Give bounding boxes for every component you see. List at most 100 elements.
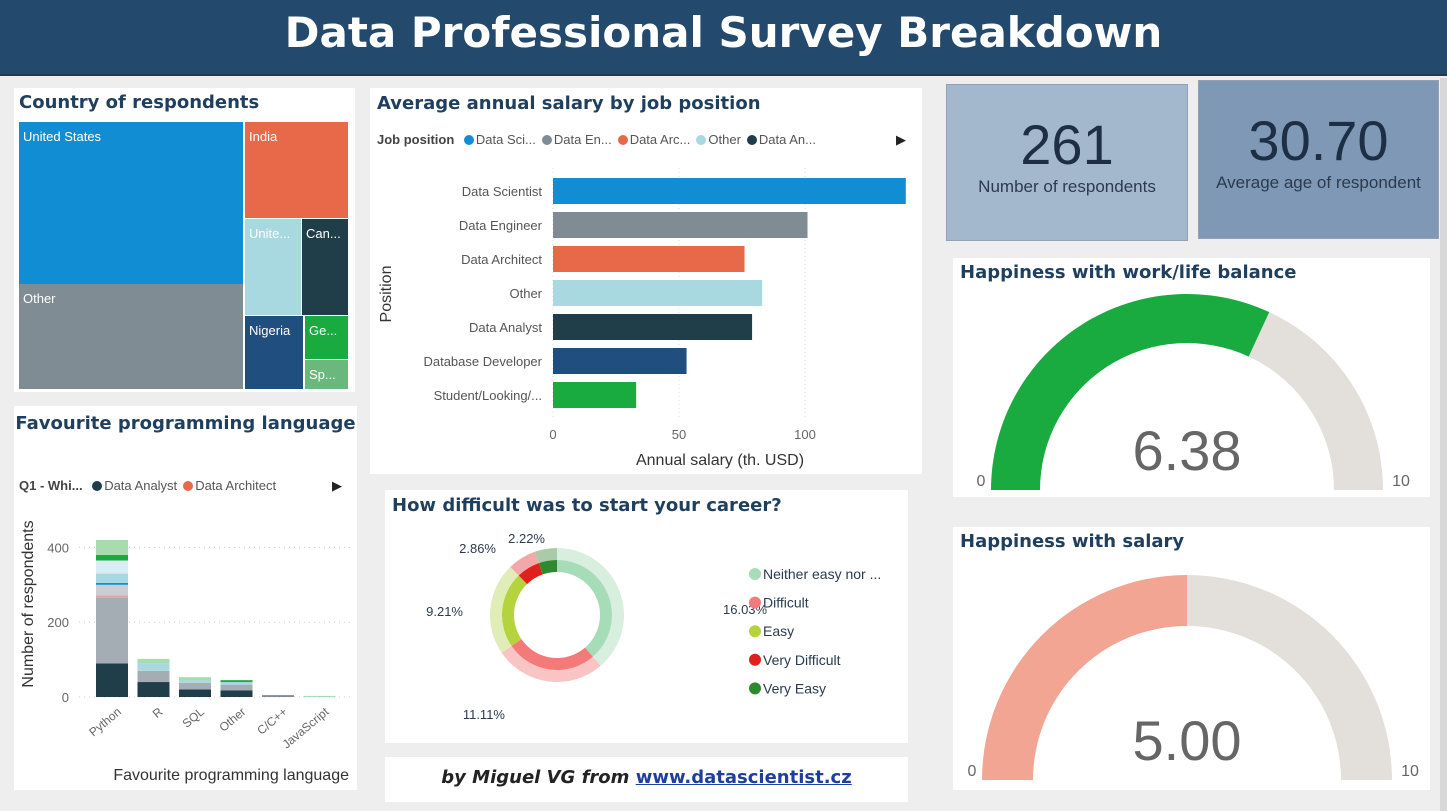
dashboard-header: Data Professional Survey Breakdown bbox=[0, 0, 1447, 76]
bar[interactable] bbox=[553, 382, 637, 408]
difficulty-chart-title: How difficult was to start your career? bbox=[392, 495, 782, 516]
donut-slice[interactable] bbox=[557, 560, 612, 657]
bar-segment[interactable] bbox=[96, 539, 128, 555]
author-footer: by Miguel VG from www.datascientist.cz bbox=[385, 757, 908, 802]
y-tick-label: Data Scientist bbox=[462, 184, 543, 199]
bar-segment[interactable] bbox=[96, 554, 128, 561]
language-legend: Q1 - Whi... Data Analyst Data Architect bbox=[19, 478, 276, 493]
legend-item[interactable]: Data Arc... bbox=[612, 132, 690, 147]
bar[interactable] bbox=[553, 280, 763, 306]
gauge-value-arc bbox=[991, 294, 1270, 490]
bar-segment[interactable] bbox=[96, 595, 128, 598]
bar-segment[interactable] bbox=[137, 682, 170, 697]
legend-label[interactable]: Very Difficult bbox=[763, 652, 841, 668]
donut-outer-slice[interactable] bbox=[490, 566, 519, 653]
donut-outer-slice[interactable] bbox=[534, 548, 557, 564]
bar-segment[interactable] bbox=[220, 682, 253, 685]
legend-label: Data Architect bbox=[195, 478, 277, 493]
bar-segment[interactable] bbox=[179, 680, 211, 683]
scrollbar[interactable] bbox=[1440, 78, 1447, 811]
legend-item[interactable]: Data Analyst bbox=[86, 478, 177, 493]
footer-prefix: by Miguel VG from bbox=[441, 767, 636, 788]
bar-segment[interactable] bbox=[96, 560, 128, 574]
kpi-label: Number of respondents bbox=[978, 177, 1156, 196]
legend-item[interactable]: Data Sci... bbox=[458, 132, 536, 147]
bar[interactable] bbox=[553, 314, 753, 340]
donut-slice[interactable] bbox=[538, 560, 557, 575]
legend-dot-icon bbox=[746, 135, 757, 145]
bar-segment[interactable] bbox=[96, 573, 128, 583]
treemap-cell[interactable]: Ge... bbox=[305, 316, 348, 359]
bar-segment[interactable] bbox=[262, 695, 294, 697]
salary-bar-chart: 0 50 100 Data Scientist Data Engineer Data Ar… bbox=[378, 168, 906, 469]
legend-item[interactable]: Other bbox=[690, 132, 741, 147]
page-title: Data Professional Survey Breakdown bbox=[284, 8, 1163, 57]
bar[interactable] bbox=[553, 178, 906, 204]
legend-item[interactable]: Data Architect bbox=[177, 478, 276, 493]
treemap-cell[interactable]: Sp... bbox=[305, 360, 348, 389]
y-tick-label: Database Developer bbox=[423, 354, 542, 369]
bar-segment[interactable] bbox=[96, 597, 128, 664]
treemap-cell[interactable]: Unite... bbox=[245, 219, 301, 315]
bar[interactable] bbox=[553, 348, 687, 374]
legend-item[interactable]: Data En... bbox=[536, 132, 612, 147]
x-tick-label: 0 bbox=[549, 427, 556, 442]
bar[interactable] bbox=[553, 246, 745, 272]
x-tick-label: 100 bbox=[794, 427, 816, 442]
treemap-cell[interactable]: United States bbox=[19, 122, 243, 284]
x-axis-title: Annual salary (th. USD) bbox=[636, 452, 804, 469]
website-link[interactable]: www.datascientist.cz bbox=[635, 767, 852, 788]
legend-label[interactable]: Neither easy nor ... bbox=[763, 566, 881, 582]
treemap-cell[interactable]: India bbox=[245, 122, 348, 218]
legend-dot-icon bbox=[749, 625, 761, 638]
bar-segment[interactable] bbox=[179, 677, 211, 681]
donut-slice[interactable] bbox=[518, 563, 543, 585]
legend-next-icon[interactable]: ▶ bbox=[332, 478, 342, 493]
data-label: 2.86% bbox=[459, 541, 496, 556]
bar-segment[interactable] bbox=[96, 584, 128, 596]
x-tick-label: Python bbox=[86, 705, 124, 740]
donut-outer-slice[interactable] bbox=[557, 548, 624, 666]
bar-segment[interactable] bbox=[220, 690, 253, 697]
donut-outer-slice[interactable] bbox=[510, 551, 539, 576]
bar-segment[interactable] bbox=[137, 663, 170, 671]
bar-segment[interactable] bbox=[220, 680, 253, 683]
legend-title: Job position bbox=[377, 132, 455, 147]
donut-outer-slice[interactable] bbox=[501, 645, 601, 682]
treemap-cell[interactable]: Nigeria bbox=[245, 316, 303, 389]
kpi-value: 261 bbox=[1020, 113, 1114, 176]
kpi-card-respondents: 261 Number of respondents bbox=[946, 84, 1188, 241]
bar-segment[interactable] bbox=[303, 695, 336, 697]
legend-label[interactable]: Easy bbox=[763, 623, 794, 639]
treemap-cell[interactable]: Can... bbox=[302, 219, 348, 315]
gauge-max: 10 bbox=[1401, 763, 1419, 780]
legend-dot-icon bbox=[183, 481, 194, 491]
y-tick-label: 0 bbox=[62, 690, 69, 705]
bar-segment[interactable] bbox=[179, 682, 211, 690]
bar-segment[interactable] bbox=[137, 670, 170, 683]
gauge-title: Happiness with work/life balance bbox=[960, 262, 1297, 283]
difficulty-chart-panel: How difficult was to start your career? … bbox=[385, 490, 908, 743]
salary-legend: Job position Data Sci... Data En... Data A… bbox=[377, 132, 816, 147]
legend-item[interactable]: Data An... bbox=[741, 132, 816, 147]
legend-next-icon[interactable]: ▶ bbox=[896, 132, 906, 147]
language-chart-panel: Favourite programming language Q1 - Whi.… bbox=[14, 406, 357, 790]
gauge-value-arc bbox=[982, 575, 1187, 780]
bar-segment[interactable] bbox=[137, 658, 170, 664]
kpi-card-average-age: 30.70 Average age of respondent bbox=[1198, 80, 1439, 239]
bar-segment[interactable] bbox=[96, 582, 128, 585]
bar-segment[interactable] bbox=[220, 684, 253, 691]
legend-label[interactable]: Very Easy bbox=[763, 680, 826, 696]
treemap-cell[interactable]: Other bbox=[19, 284, 243, 389]
donut-slice[interactable] bbox=[511, 639, 593, 670]
y-tick-label: 200 bbox=[47, 615, 69, 630]
bar-segment[interactable] bbox=[96, 663, 128, 697]
legend-label: Other bbox=[708, 132, 741, 147]
y-tick-label: Data Engineer bbox=[459, 218, 543, 233]
legend-label: Data Analyst bbox=[104, 478, 178, 493]
bar[interactable] bbox=[553, 212, 808, 238]
donut-slice[interactable] bbox=[502, 575, 528, 646]
legend-label[interactable]: Difficult bbox=[763, 595, 809, 611]
bar-segment[interactable] bbox=[179, 689, 211, 697]
x-axis-title: Favourite programming language bbox=[113, 767, 349, 784]
